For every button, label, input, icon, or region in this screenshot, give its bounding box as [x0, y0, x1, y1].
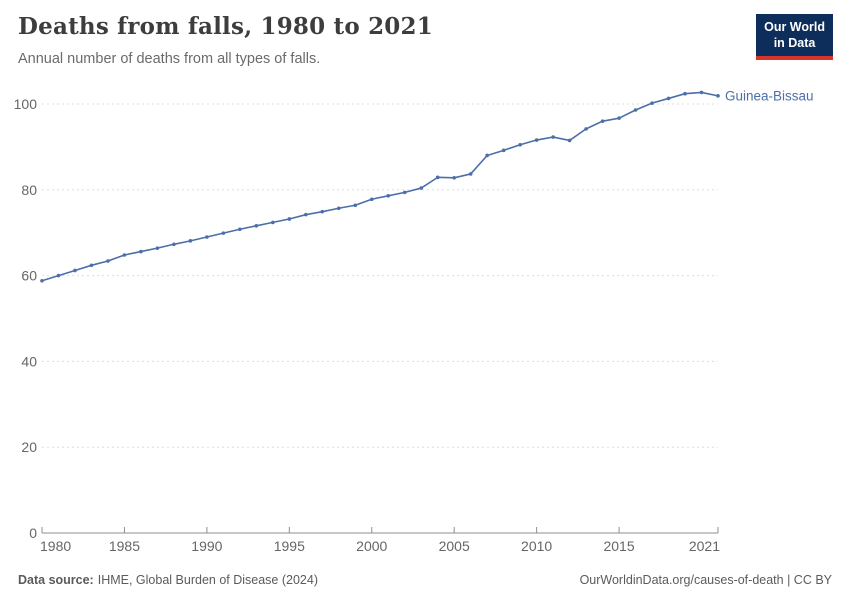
y-tick-label: 80 — [21, 182, 37, 198]
data-point — [452, 175, 456, 180]
data-point — [699, 90, 704, 95]
data-point — [56, 273, 61, 278]
data-point — [468, 172, 473, 176]
x-tick-label: 1990 — [191, 538, 222, 554]
data-point — [205, 235, 209, 239]
data-point — [650, 101, 654, 105]
owid-logo[interactable]: Our World in Data — [756, 14, 833, 60]
chart-footer: Data source: IHME, Global Burden of Disea… — [18, 573, 832, 587]
owid-logo-line1: Our World — [764, 20, 825, 34]
x-tick-label: 2015 — [603, 538, 634, 554]
x-tick-label: 2010 — [521, 538, 552, 554]
data-point — [633, 108, 638, 112]
chart-subtitle: Annual number of deaths from all types o… — [18, 51, 321, 67]
data-point — [139, 249, 143, 254]
data-point — [419, 186, 424, 190]
data-point — [188, 239, 193, 243]
data-point — [617, 116, 621, 120]
data-point — [485, 153, 489, 158]
y-tick-label: 60 — [21, 268, 37, 284]
data-point — [567, 138, 572, 143]
data-point — [304, 212, 308, 217]
data-point — [369, 197, 374, 202]
data-point — [551, 135, 555, 139]
data-point — [155, 246, 160, 250]
series-end-label[interactable]: Guinea-Bissau — [725, 88, 814, 103]
x-tick-label: 2021 — [689, 538, 720, 554]
y-tick-label: 40 — [21, 353, 37, 369]
data-point — [600, 119, 605, 123]
x-tick-label: 2005 — [439, 538, 470, 554]
data-source-text: IHME, Global Burden of Disease (2024) — [97, 573, 318, 587]
data-point — [386, 194, 391, 198]
data-point — [666, 96, 671, 101]
data-point — [402, 190, 407, 195]
x-tick-label: 1985 — [109, 538, 140, 554]
data-source-note: Data source: IHME, Global Burden of Disea… — [18, 573, 318, 587]
data-point — [353, 203, 358, 208]
y-tick-label: 20 — [21, 439, 37, 455]
data-point — [534, 138, 539, 142]
data-point — [106, 259, 110, 263]
data-point — [287, 217, 292, 221]
data-point — [172, 242, 176, 247]
data-point — [716, 94, 720, 98]
data-point — [320, 209, 325, 214]
owid-logo-line2: in Data — [773, 36, 816, 51]
data-source-label: Data source: — [18, 573, 94, 587]
credit-link[interactable]: OurWorldinData.org/causes-of-death | CC … — [579, 573, 832, 587]
data-point — [73, 268, 77, 273]
page-title: Deaths from falls, 1980 to 2021 — [18, 13, 433, 40]
data-point — [501, 148, 506, 153]
data-point — [271, 220, 275, 225]
data-point — [238, 227, 242, 232]
data-point — [221, 231, 226, 235]
y-tick-label: 0 — [29, 525, 37, 541]
data-point — [584, 127, 588, 131]
data-point — [89, 263, 94, 268]
data-point — [336, 206, 341, 211]
line-chart: 0 20 40 60 80 100 1980 1985 1990 1995 2000 2005 2010… — [14, 88, 814, 554]
x-tick-label: 1995 — [274, 538, 305, 554]
data-point — [122, 253, 127, 257]
data-point — [435, 175, 440, 180]
data-point — [518, 142, 522, 147]
y-tick-label: 100 — [14, 96, 38, 112]
x-tick-label: 2000 — [356, 538, 387, 554]
x-tick-label: 1980 — [40, 538, 71, 554]
data-point — [40, 278, 44, 283]
data-line — [41, 91, 719, 282]
data-point — [254, 224, 259, 228]
data-point — [683, 91, 687, 96]
